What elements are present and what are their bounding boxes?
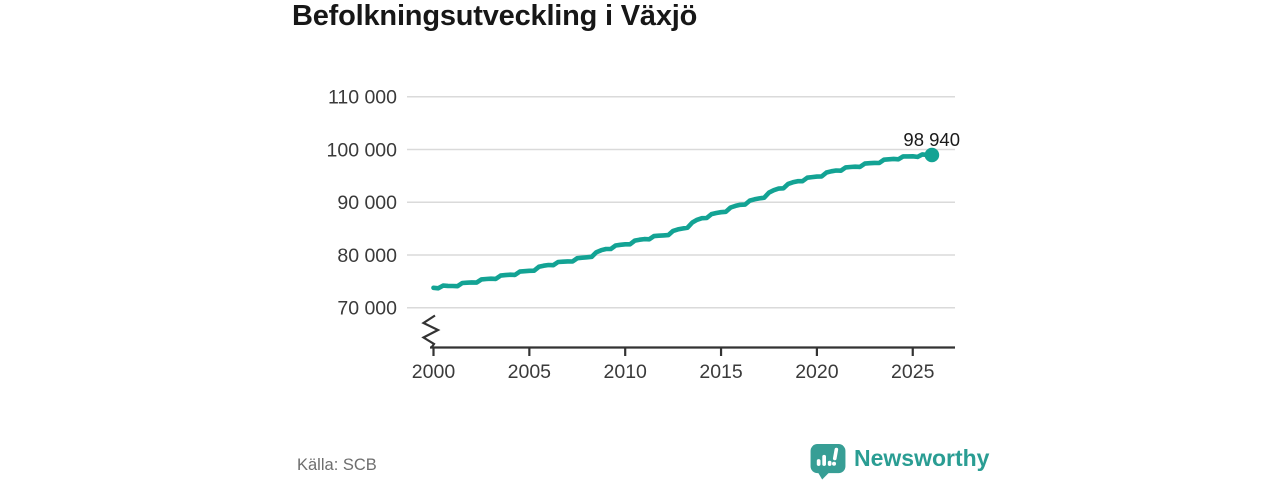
x-axis-tick-label: 2005	[508, 361, 552, 383]
x-axis-tick-label: 2025	[891, 361, 935, 383]
x-axis-tick-label: 2000	[412, 361, 456, 383]
endpoint-value-label: 98 940	[903, 129, 960, 150]
axis-break-icon	[421, 314, 441, 349]
y-axis-tick-label: 70 000	[337, 298, 397, 320]
y-axis-tick-label: 110 000	[328, 87, 397, 109]
newsworthy-bar-chart-speech-bubble-icon	[810, 444, 846, 480]
brand-name: Newsworthy	[854, 445, 990, 471]
newsworthy-logo: Newsworthy	[810, 443, 989, 480]
x-axis-tick-label: 2015	[699, 361, 743, 383]
y-axis-tick-label: 80 000	[337, 245, 397, 267]
endpoint-marker	[924, 147, 940, 163]
chart-title: Befolkningsutveckling i Växjö	[292, 0, 698, 32]
x-axis-tick-label: 2020	[795, 361, 839, 383]
x-axis-tick-label: 2010	[604, 361, 648, 383]
y-axis-tick-label: 100 000	[327, 139, 398, 161]
source-label: Källa: SCB	[297, 456, 377, 474]
population-line	[431, 152, 935, 291]
y-axis-tick-label: 90 000	[337, 192, 397, 214]
